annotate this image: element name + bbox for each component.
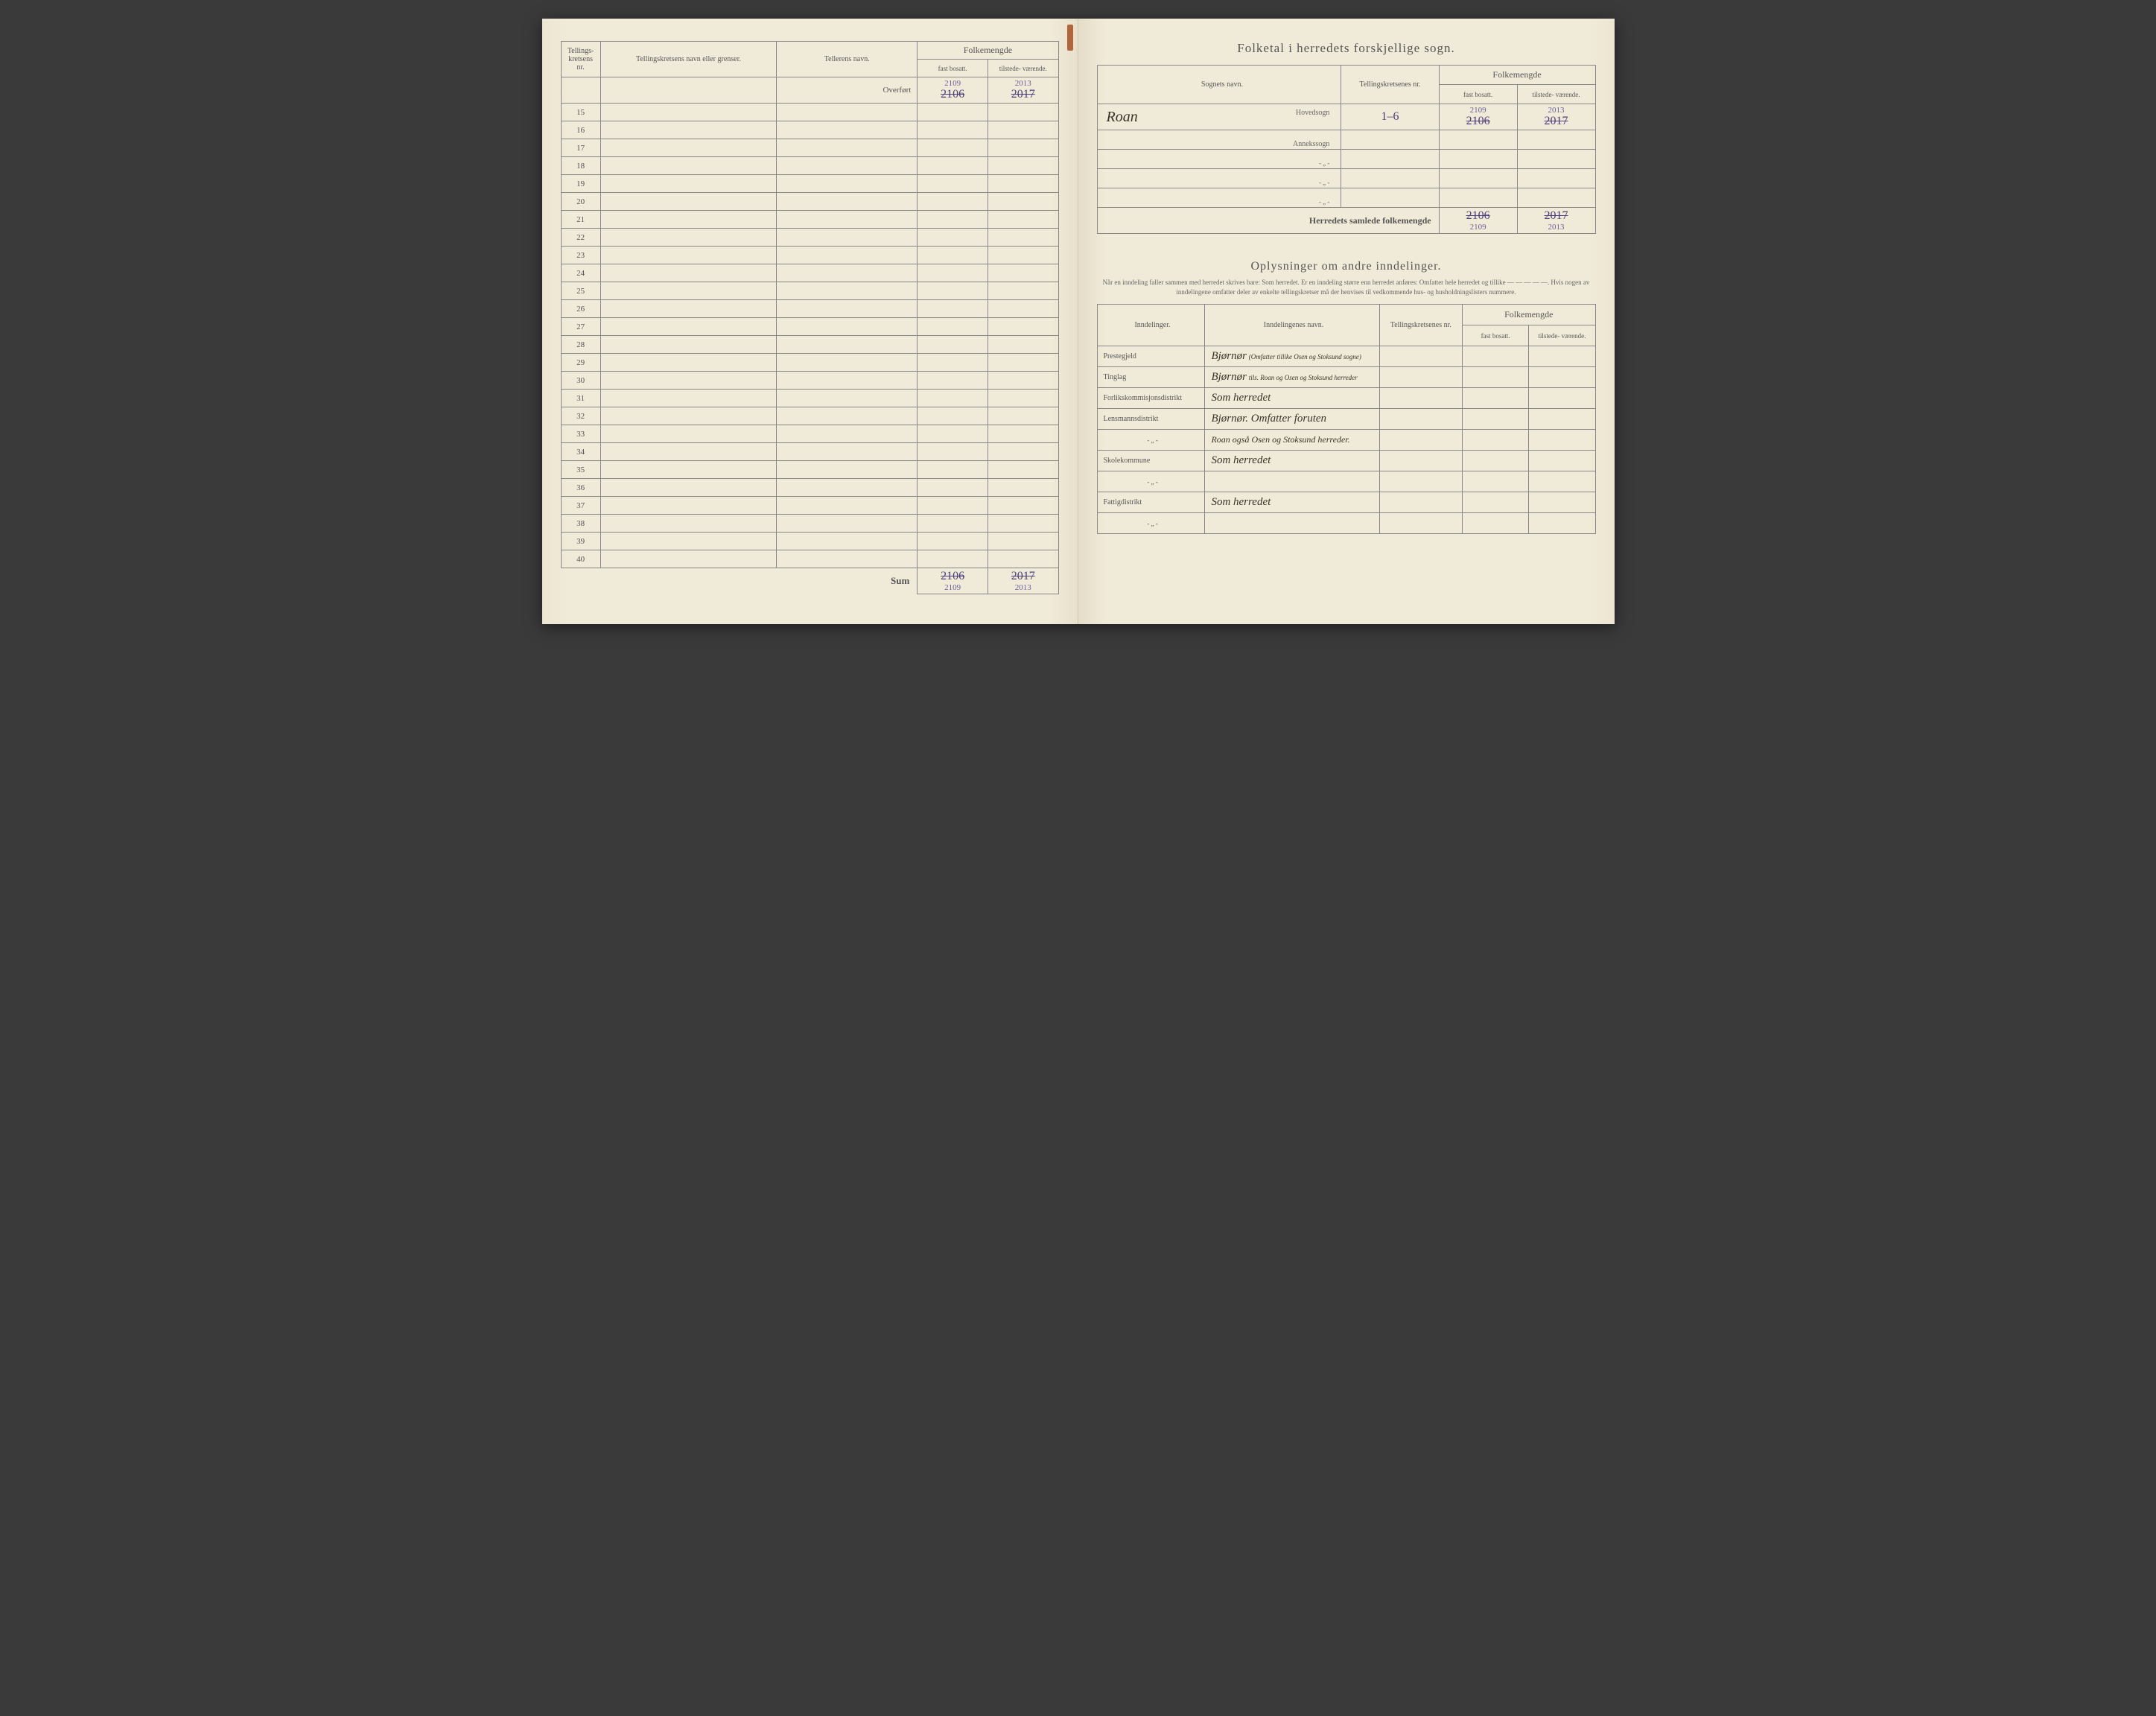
overfort-tilst: 2013 2017 <box>988 77 1058 104</box>
right-page: Folketal i herredets forskjellige sogn. … <box>1078 19 1615 624</box>
hdr-innd-kind: Inndelinger. <box>1097 305 1205 346</box>
table-row: 38 <box>561 515 1058 533</box>
innd-fattig: Fattigdistrikt Som herredet <box>1097 492 1595 513</box>
hdr-tilstede: tilstede- værende. <box>988 60 1058 77</box>
overfort-fast: 2109 2106 <box>918 77 988 104</box>
hdr-innd-fast: fast bosatt. <box>1463 325 1529 346</box>
left-table-body: Overført 2109 2106 2013 2017 15 16 17 18… <box>561 77 1058 594</box>
table-row: 20 <box>561 193 1058 211</box>
sogn-tilst: 2013 2017 <box>1517 104 1595 130</box>
hdr-sogn: Sognets navn. <box>1097 66 1341 104</box>
innd-forlik: Forlikskommisjonsdistrikt Som herredet <box>1097 388 1595 409</box>
hdr-folkemengde: Folkemengde <box>918 42 1058 60</box>
sum-fast: 2106 2109 <box>918 568 988 594</box>
innd-tinglag: Tinglag Bjørnør tils. Roan og Osen og St… <box>1097 367 1595 388</box>
hdr-innd-tilst: tilstede- værende. <box>1529 325 1595 346</box>
hdr-r-fast: fast bosatt. <box>1439 85 1517 104</box>
sum-label: Sum <box>777 568 918 594</box>
table-row: 19 <box>561 175 1058 193</box>
sogn-row-2: Annekssogn <box>1097 130 1595 150</box>
table-row: 22 <box>561 229 1058 247</box>
table-row: 18 <box>561 157 1058 175</box>
left-page: Tellings- kretsens nr. Tellingskretsens … <box>542 19 1078 624</box>
table-row: 28 <box>561 336 1058 354</box>
document-spread: Tellings- kretsens nr. Tellingskretsens … <box>542 19 1615 624</box>
sogn-name: Roan <box>1107 109 1138 125</box>
sum-tilst: 2017 2013 <box>988 568 1058 594</box>
hdr-teller: Tellerens navn. <box>777 42 918 77</box>
innd-fattig-2: - „ - <box>1097 513 1595 534</box>
table-row: 27 <box>561 318 1058 336</box>
left-table: Tellings- kretsens nr. Tellingskretsens … <box>561 41 1059 594</box>
sogn-row-4: - „ - <box>1097 169 1595 188</box>
sogn-title: Folketal i herredets forskjellige sogn. <box>1097 41 1596 56</box>
hdr-kretsnr: Tellingskretsenes nr. <box>1341 66 1439 104</box>
innd-lensmann-2: - „ - Roan også Osen og Stoksund herrede… <box>1097 430 1595 451</box>
krets-range: 1–6 <box>1341 104 1439 130</box>
table-row: 23 <box>561 247 1058 264</box>
table-row: 17 <box>561 139 1058 157</box>
hdr-fast: fast bosatt. <box>918 60 988 77</box>
table-row: 35 <box>561 461 1058 479</box>
innd-lensmann-1: Lensmannsdistrikt Bjørnør. Omfatter foru… <box>1097 409 1595 430</box>
hdr-nr: Tellings- kretsens nr. <box>561 42 600 77</box>
sogn-table: Sognets navn. Tellingskretsenes nr. Folk… <box>1097 65 1596 234</box>
sogn-row-3: - „ - <box>1097 150 1595 169</box>
staple-mark <box>1067 25 1073 51</box>
table-row: 40 <box>561 550 1058 568</box>
table-row: 33 <box>561 425 1058 443</box>
table-row: 29 <box>561 354 1058 372</box>
hdr-r-folkemengde: Folkemengde <box>1439 66 1595 85</box>
table-row: 26 <box>561 300 1058 318</box>
sogn-row-1: Roan Hovedsogn 1–6 2109 2106 2013 2017 <box>1097 104 1595 130</box>
table-row: 25 <box>561 282 1058 300</box>
table-row: 31 <box>561 390 1058 407</box>
table-row: 30 <box>561 372 1058 390</box>
inndelinger-title: Oplysninger om andre inndelinger. <box>1097 260 1596 273</box>
table-row: 34 <box>561 443 1058 461</box>
herred-total-label: Herredets samlede folkemengde <box>1097 208 1439 234</box>
innd-prestegjeld: Prestegjeld Bjørnør (Omfatter tillike Os… <box>1097 346 1595 367</box>
table-row: 16 <box>561 121 1058 139</box>
table-row: 36 <box>561 479 1058 497</box>
total-row: Herredets samlede folkemengde 2106 2109 … <box>1097 208 1595 234</box>
hdr-name: Tellingskretsens navn eller grenser. <box>600 42 776 77</box>
table-row: 37 <box>561 497 1058 515</box>
table-row: 39 <box>561 533 1058 550</box>
table-row: 32 <box>561 407 1058 425</box>
inndelinger-table: Inndelinger. Inndelingenes navn. Telling… <box>1097 304 1596 534</box>
innd-skole-2: - „ - <box>1097 471 1595 492</box>
hdr-r-tilstede: tilstede- værende. <box>1517 85 1595 104</box>
sogn-fast: 2109 2106 <box>1439 104 1517 130</box>
table-row: 15 <box>561 104 1058 121</box>
hdr-innd-navn: Inndelingenes navn. <box>1205 305 1379 346</box>
overfort-row: Overført 2109 2106 2013 2017 <box>561 77 1058 104</box>
innd-skole: Skolekommune Som herredet <box>1097 451 1595 471</box>
total-tilst: 2017 2013 <box>1517 208 1595 234</box>
sum-row: Sum 2106 2109 2017 2013 <box>561 568 1058 594</box>
table-row: 21 <box>561 211 1058 229</box>
hdr-innd-folk: Folkemengde <box>1463 305 1595 325</box>
total-fast: 2106 2109 <box>1439 208 1517 234</box>
table-row: 24 <box>561 264 1058 282</box>
sogn-row-5: - „ - <box>1097 188 1595 208</box>
overfort-label: Overført <box>777 77 918 104</box>
instructions: Når en inndeling faller sammen med herre… <box>1097 278 1596 296</box>
hdr-innd-krets: Tellingskretsenes nr. <box>1379 305 1463 346</box>
